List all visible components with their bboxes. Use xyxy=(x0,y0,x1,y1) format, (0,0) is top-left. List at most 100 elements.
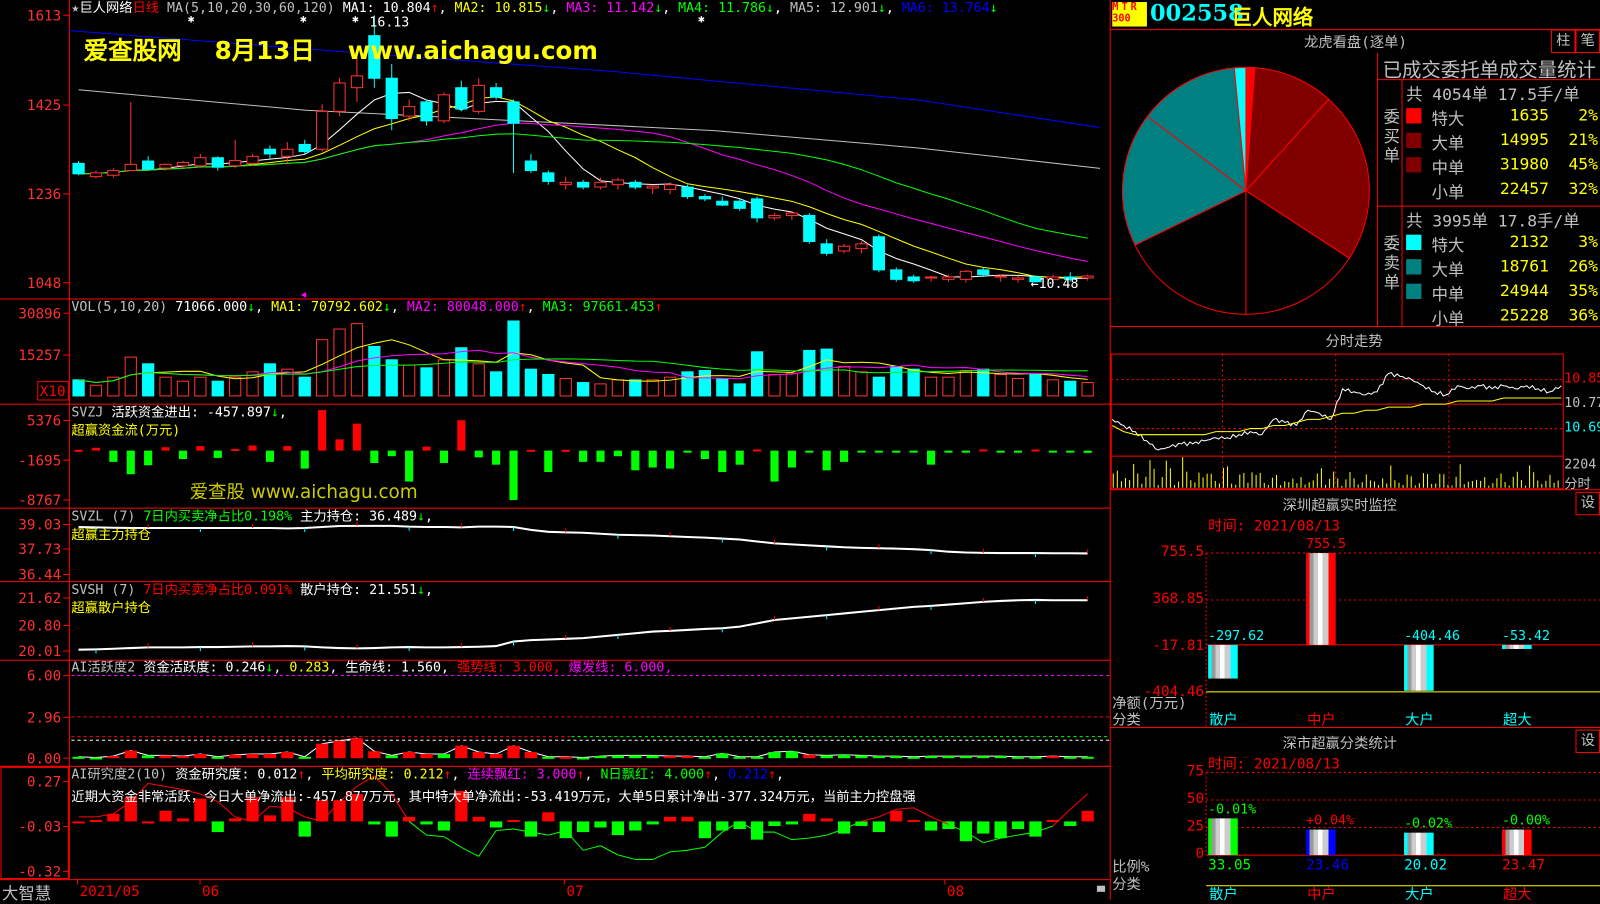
candle-down xyxy=(872,236,885,271)
activity-bar xyxy=(629,755,642,759)
research-bar xyxy=(229,818,242,822)
monitor-category: 超大 xyxy=(1503,712,1532,729)
research-line xyxy=(478,830,497,857)
candle-down xyxy=(576,181,590,188)
fund-flow-bar xyxy=(613,450,622,457)
research-line xyxy=(461,846,479,857)
activity-bar xyxy=(977,756,990,759)
svsh-tick: 21.62 xyxy=(18,591,61,607)
fund-flow-bar xyxy=(300,450,309,469)
volume-bar xyxy=(107,376,120,397)
monitor-value-label: -297.62 xyxy=(1208,628,1265,644)
research-bar xyxy=(942,821,955,830)
volume-bar xyxy=(246,371,259,397)
candle-up xyxy=(403,106,416,117)
candle-up xyxy=(768,214,781,219)
stats-change-label: +0.04% xyxy=(1306,812,1355,829)
monitor-y-tick: 755.5 xyxy=(1161,543,1205,561)
research-bar xyxy=(194,798,207,822)
event-marker-icon[interactable]: ✱ xyxy=(300,12,307,25)
volume-bar xyxy=(890,365,903,397)
order-side-label: 委卖单 xyxy=(1383,233,1401,292)
candle-up xyxy=(176,161,190,167)
color-swatch xyxy=(1406,283,1422,299)
event-marker-icon[interactable]: ✱ xyxy=(698,12,705,25)
order-volume: 31980 xyxy=(1499,154,1549,174)
header-segment: ↓ xyxy=(270,405,279,421)
fund-flow-bar xyxy=(753,449,762,452)
badge-bottom: 300 xyxy=(1112,13,1131,25)
header-segment: 0.212 xyxy=(728,767,769,783)
header-segment: ↓ xyxy=(382,299,391,316)
activity-bar xyxy=(281,751,294,759)
tick-view-button[interactable]: 笔 xyxy=(1575,29,1600,54)
research-line xyxy=(443,836,462,848)
header-segment: , xyxy=(278,405,287,421)
event-marker-icon[interactable]: ✱ xyxy=(352,12,359,25)
volume-bar xyxy=(750,351,764,397)
time-axis-label: 07 xyxy=(566,884,583,900)
fund-flow-bar xyxy=(457,420,466,451)
header-segment: ↓ xyxy=(247,299,256,316)
order-panel-title: 龙虎看盘(逐单) xyxy=(1304,34,1407,52)
activity-bar xyxy=(924,756,938,759)
pie-slice xyxy=(1134,189,1247,315)
research-line xyxy=(948,823,967,833)
pie-slice xyxy=(1245,189,1351,315)
fund-flow-bar xyxy=(892,450,901,453)
order-side-label: 委买单 xyxy=(1383,107,1401,166)
stats-change-label: -0.01% xyxy=(1208,802,1257,818)
candle-down xyxy=(1029,276,1042,283)
ma4-line xyxy=(78,133,1088,239)
research-bar xyxy=(472,816,485,822)
header-segment: 主力持仓: 36.489 xyxy=(292,509,418,525)
candle-down xyxy=(542,172,555,182)
monitor-y-label: 净额(万元) xyxy=(1112,695,1187,713)
intraday-box xyxy=(1110,353,1564,490)
order-size-name: 特大 xyxy=(1431,235,1465,256)
candle-up xyxy=(559,181,572,186)
research-bar xyxy=(1064,821,1077,826)
ai-research-note: 近期大资金非常活跃，今日大单净流出:-457.877万元，其中特大单净流出:-5… xyxy=(71,789,916,806)
fund-flow-bar xyxy=(857,450,866,453)
monitor-settings-button[interactable]: 设 xyxy=(1575,491,1600,516)
event-marker-icon[interactable]: ✱ xyxy=(188,12,195,25)
volume-bar xyxy=(837,365,851,397)
svsh-subtitle: 超赢散户持仓 xyxy=(71,601,152,617)
header-segment: 资金活跃度: 0.246 xyxy=(143,660,266,676)
candle-up xyxy=(281,148,294,157)
header-segment: AI研究度2(10) xyxy=(71,767,176,783)
research-bar xyxy=(611,821,625,836)
bar-view-button[interactable]: 柱 xyxy=(1551,29,1576,54)
activity-bar xyxy=(907,756,920,759)
ma6-line xyxy=(69,30,1101,129)
header-segment: , xyxy=(425,509,434,525)
activity-bar xyxy=(750,756,764,759)
activity-bar xyxy=(211,756,224,759)
volume-bar xyxy=(333,328,346,397)
fund-flow-bar xyxy=(109,450,118,462)
fund-flow-bar xyxy=(735,450,744,465)
time-axis-label: 06 xyxy=(202,884,219,900)
activity-bar xyxy=(820,755,833,759)
candle-up xyxy=(646,185,659,189)
volume-unit-box xyxy=(37,381,69,401)
stats-value-label: 33.05 xyxy=(1208,857,1252,874)
research-bar xyxy=(176,818,190,822)
volume-bar xyxy=(455,347,468,397)
volume-bar xyxy=(89,384,103,397)
candle-up xyxy=(611,179,625,186)
activity-bar xyxy=(1046,756,1059,759)
fund-flow-bar xyxy=(1013,450,1023,453)
fund-flow-bar xyxy=(405,450,414,482)
monitor-y-tick: 368.85 xyxy=(1152,590,1205,608)
volume-bar xyxy=(281,368,294,397)
volume-bar xyxy=(942,376,955,397)
activity-bar xyxy=(942,756,955,759)
stats-y-tick: 75 xyxy=(1186,763,1205,780)
stats-settings-button[interactable]: 设 xyxy=(1575,729,1600,754)
ma3-line xyxy=(78,122,1088,262)
stats-time: 时间: 2021/08/13 xyxy=(1208,756,1340,773)
retail-holding-line xyxy=(78,598,1088,651)
